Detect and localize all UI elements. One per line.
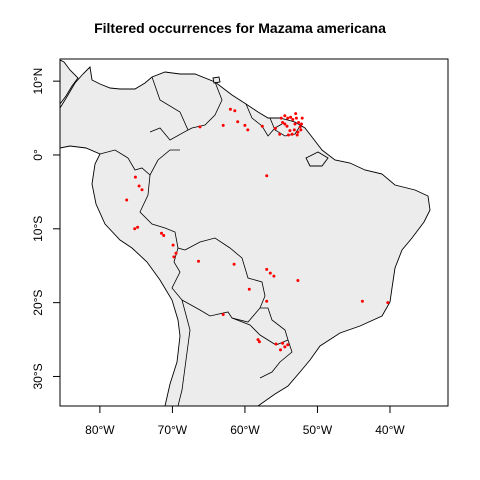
occurrence-point bbox=[160, 231, 163, 235]
marajo-island bbox=[305, 151, 329, 167]
occurrence-point bbox=[232, 262, 236, 266]
occurrence-point bbox=[300, 122, 303, 126]
occurrence-point bbox=[293, 122, 297, 126]
occurrence-point bbox=[289, 115, 293, 119]
occurrence-point bbox=[233, 109, 237, 113]
occurrence-point bbox=[281, 341, 285, 345]
occurrence-point bbox=[278, 132, 282, 136]
y-tick-label: 10°S bbox=[31, 216, 45, 242]
central-america-landmass bbox=[60, 59, 79, 105]
x-axis: 80°W 70°W 60°W 50°W 40°W bbox=[85, 406, 405, 437]
occurrence-point bbox=[246, 128, 250, 132]
border-argentina-brazil-uruguay bbox=[259, 339, 293, 379]
occurrence-point bbox=[197, 259, 200, 263]
occurrence-point bbox=[236, 120, 240, 124]
occurrence-point bbox=[299, 128, 303, 132]
occurrence-point bbox=[171, 243, 175, 247]
occurrence-point bbox=[133, 175, 137, 179]
occurrence-point bbox=[279, 116, 283, 120]
border-bolivia-brazil bbox=[184, 237, 266, 309]
y-tick-label: 20°S bbox=[31, 290, 45, 316]
occurrence-point bbox=[279, 348, 282, 352]
occurrence-point bbox=[162, 234, 166, 237]
occurrence-point bbox=[297, 121, 301, 124]
border-colombia-ecuador-peru bbox=[99, 149, 180, 176]
occurrence-point bbox=[172, 255, 176, 259]
occurrence-point bbox=[228, 107, 232, 111]
occurrence-point bbox=[298, 125, 302, 129]
occurrence-point bbox=[136, 225, 140, 229]
occurrence-point bbox=[256, 338, 260, 342]
y-tick-label: 30°S bbox=[31, 363, 45, 389]
land-layer bbox=[60, 59, 431, 406]
occurrence-point bbox=[247, 287, 251, 291]
occurrence-point bbox=[265, 267, 269, 271]
occurrence-point bbox=[140, 188, 144, 192]
occurrence-point bbox=[133, 227, 137, 231]
occurrence-point bbox=[272, 274, 276, 278]
occurrence-point bbox=[300, 116, 304, 120]
occurrence-point bbox=[221, 123, 225, 127]
occurrence-point bbox=[294, 112, 298, 116]
x-tick-label: 80°W bbox=[85, 423, 115, 437]
occurrence-point bbox=[281, 121, 285, 124]
y-tick-label: 10°N bbox=[31, 68, 45, 95]
occurrence-point bbox=[125, 198, 129, 202]
y-tick-label: 0° bbox=[31, 149, 45, 161]
occurrence-point bbox=[198, 125, 202, 129]
occurrence-point bbox=[295, 133, 299, 137]
border-venezuela-guyana bbox=[187, 81, 223, 131]
occurrence-point bbox=[296, 279, 300, 282]
occurrence-point bbox=[283, 114, 287, 118]
occurrence-point bbox=[265, 174, 269, 178]
occurrence-point bbox=[274, 342, 278, 346]
occurrence-point bbox=[386, 301, 390, 305]
occurrence-point bbox=[174, 251, 178, 255]
x-tick-label: 70°W bbox=[158, 423, 188, 437]
trinidad-island bbox=[212, 76, 221, 84]
x-tick-label: 40°W bbox=[375, 423, 405, 437]
occurrence-point bbox=[288, 129, 292, 133]
occurrence-point bbox=[285, 124, 289, 128]
occurrence-point bbox=[273, 126, 277, 130]
x-tick-label: 50°W bbox=[303, 423, 333, 437]
occurrence-point bbox=[137, 184, 141, 188]
occurrence-point bbox=[257, 340, 261, 344]
occurrence-point bbox=[286, 116, 290, 120]
plot-frame bbox=[59, 58, 449, 407]
occurrence-point bbox=[283, 122, 287, 126]
occurrence-point bbox=[291, 118, 295, 121]
occurrence-point bbox=[243, 123, 247, 127]
border-bolivia-paraguay-argentina bbox=[181, 299, 261, 323]
occurrence-point bbox=[290, 132, 294, 136]
occurrence-point bbox=[296, 130, 300, 134]
occurrence-point bbox=[286, 343, 290, 347]
occurrence-point bbox=[292, 128, 296, 132]
occurrence-point bbox=[260, 124, 264, 128]
south-america-landmass bbox=[60, 66, 431, 406]
occurrence-point bbox=[265, 299, 269, 303]
occurrence-points bbox=[125, 107, 390, 352]
border-chile-argentina bbox=[177, 299, 191, 406]
border-peru-brazil bbox=[139, 174, 186, 251]
y-axis: 10°N 0° 10°S 20°S 30°S bbox=[31, 68, 60, 390]
occurrence-point bbox=[360, 299, 364, 303]
occurrence-point bbox=[268, 271, 272, 275]
x-tick-label: 60°W bbox=[230, 423, 260, 437]
occurrence-point bbox=[294, 116, 298, 120]
occurrence-point bbox=[221, 313, 225, 316]
map-title: Filtered occurrences for Mazama american… bbox=[94, 20, 386, 36]
occurrence-point bbox=[283, 345, 287, 349]
occurrence-point bbox=[286, 133, 290, 137]
